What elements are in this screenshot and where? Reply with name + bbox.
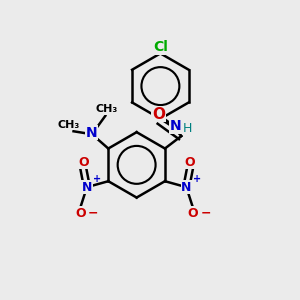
Text: H: H — [182, 122, 192, 134]
Text: N: N — [86, 126, 98, 140]
Text: −: − — [88, 207, 98, 220]
Text: +: + — [93, 174, 102, 184]
Text: O: O — [75, 206, 86, 220]
Text: N: N — [169, 119, 181, 133]
Text: O: O — [188, 206, 198, 220]
Text: O: O — [184, 156, 195, 169]
Text: −: − — [201, 207, 211, 220]
Text: +: + — [193, 174, 201, 184]
Text: N: N — [181, 181, 191, 194]
Text: N: N — [82, 181, 92, 194]
Text: O: O — [78, 156, 89, 169]
Text: O: O — [152, 106, 165, 122]
Text: CH₃: CH₃ — [57, 120, 79, 130]
Text: CH₃: CH₃ — [96, 104, 118, 114]
Text: Cl: Cl — [153, 40, 168, 54]
